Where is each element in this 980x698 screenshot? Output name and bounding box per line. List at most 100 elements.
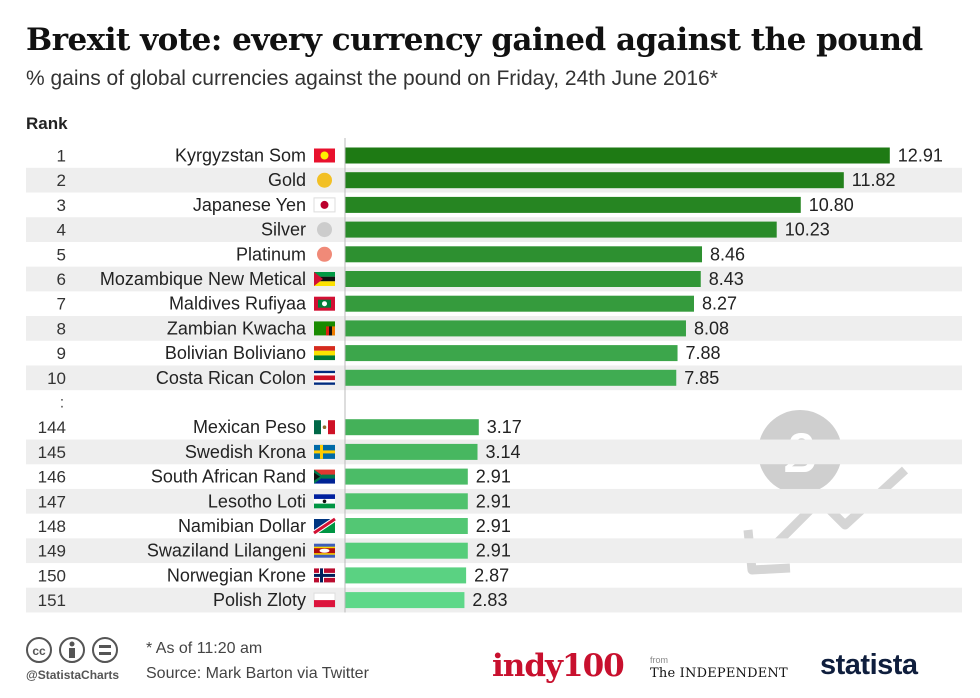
rank-label: 149 (38, 542, 66, 561)
category-label: Mozambique New Metical (100, 269, 306, 289)
data-label: 2.83 (472, 590, 507, 610)
data-label: 3.17 (487, 417, 522, 437)
data-label: 10.80 (809, 195, 854, 215)
category-label: Platinum (236, 244, 306, 264)
rank-label: 150 (38, 566, 66, 585)
rank-label: 1 (57, 147, 66, 166)
rank-label: 4 (57, 221, 66, 240)
data-label: 8.46 (710, 244, 745, 264)
footnote: * As of 11:20 am (146, 640, 263, 657)
rank-label: 5 (57, 245, 66, 264)
data-label: 3.14 (486, 442, 521, 462)
category-label: Lesotho Loti (208, 491, 306, 511)
data-label: 2.91 (476, 467, 511, 487)
category-label: Maldives Rufiyaa (169, 294, 307, 314)
bar (345, 468, 468, 485)
bar (345, 246, 703, 263)
data-label: 11.82 (852, 170, 896, 190)
bolivia-flag-icon (314, 346, 335, 361)
chart-subtitle: % gains of global currencies against the… (26, 67, 718, 90)
data-label: 7.85 (684, 368, 719, 388)
rank-label: 8 (57, 319, 66, 338)
attribution-icon (59, 637, 85, 663)
category-label: Japanese Yen (193, 195, 306, 215)
category-label: Silver (261, 220, 306, 240)
indy100-logo: indy100 (492, 648, 625, 684)
category-label: Bolivian Boliviano (165, 343, 306, 363)
platinum-dot-icon (317, 246, 332, 262)
category-label: South African Rand (151, 467, 306, 487)
data-label: 2.91 (476, 516, 511, 536)
kyrgyzstan-flag-icon (314, 148, 335, 163)
category-label: Costa Rican Colon (156, 368, 306, 388)
bar (345, 592, 465, 609)
norway-flag-icon (314, 568, 335, 583)
category-label: Norwegian Krone (167, 565, 306, 585)
category-label: Polish Zloty (213, 590, 306, 610)
cc-icon (26, 637, 52, 663)
bar (345, 271, 701, 287)
rank-label: 10 (47, 369, 66, 388)
data-label: 12.91 (898, 146, 943, 166)
silver-dot-icon (317, 222, 332, 238)
rank-label: 3 (57, 196, 66, 215)
chart-title: Brexit vote: every currency gained again… (26, 22, 923, 58)
mozambique-flag-icon (314, 272, 335, 286)
rank-label: 6 (57, 270, 66, 289)
gold-dot-icon (317, 172, 332, 188)
category-label: Mexican Peso (193, 417, 306, 437)
rank-label: 2 (57, 171, 66, 190)
row-stripe (26, 488, 962, 514)
category-label: Namibian Dollar (178, 516, 306, 536)
no-derivatives-icon (92, 637, 118, 663)
category-label: Kyrgyzstan Som (175, 146, 306, 166)
poland-flag-icon (313, 592, 336, 608)
category-label: Swaziland Lilangeni (147, 541, 306, 561)
bar (345, 443, 478, 460)
costa-rica-flag-icon (314, 370, 335, 385)
namibia-flag-icon (312, 516, 337, 536)
lesotho-flag-icon (314, 494, 335, 509)
category-label: Swedish Krona (185, 442, 307, 462)
zambia-flag-icon (314, 321, 335, 336)
statista-logo: statista (820, 649, 918, 681)
rank-label: 146 (38, 468, 66, 487)
rank-label: 144 (38, 418, 66, 437)
independent-logo: The INDEPENDENT (650, 666, 788, 681)
ellipsis-marker: : (60, 395, 64, 412)
data-label: 2.91 (476, 491, 511, 511)
license-icons: cc (26, 636, 126, 671)
bar (345, 542, 468, 559)
rank-label: 9 (57, 344, 66, 363)
bar (345, 419, 479, 436)
row-stripe (26, 439, 962, 465)
sweden-flag-icon (314, 444, 335, 459)
category-label: Zambian Kwacha (167, 318, 307, 338)
bar (345, 295, 694, 312)
bar (345, 221, 777, 238)
svg-text:cc: cc (32, 644, 46, 658)
bar (345, 567, 467, 584)
bar (345, 172, 844, 189)
japan-flag-icon (313, 197, 336, 213)
rank-label: 148 (38, 517, 66, 536)
rank-label: 151 (38, 591, 66, 610)
bar (345, 518, 468, 534)
mexico-flag-icon (314, 420, 335, 435)
swaziland-flag-icon (314, 543, 335, 558)
bar (345, 369, 677, 386)
source: Source: Mark Barton via Twitter (146, 665, 369, 682)
bar (345, 320, 686, 337)
data-label: 2.87 (474, 565, 509, 585)
rank-header: Rank (26, 114, 68, 133)
data-label: 8.08 (694, 318, 729, 338)
rank-label: 7 (57, 295, 66, 314)
bar (345, 147, 890, 164)
data-label: 2.91 (476, 541, 511, 561)
maldives-flag-icon (314, 296, 335, 311)
data-label: 8.27 (702, 294, 737, 314)
data-label: 7.88 (686, 343, 721, 363)
bar (345, 196, 801, 213)
rank-label: 147 (38, 492, 66, 511)
